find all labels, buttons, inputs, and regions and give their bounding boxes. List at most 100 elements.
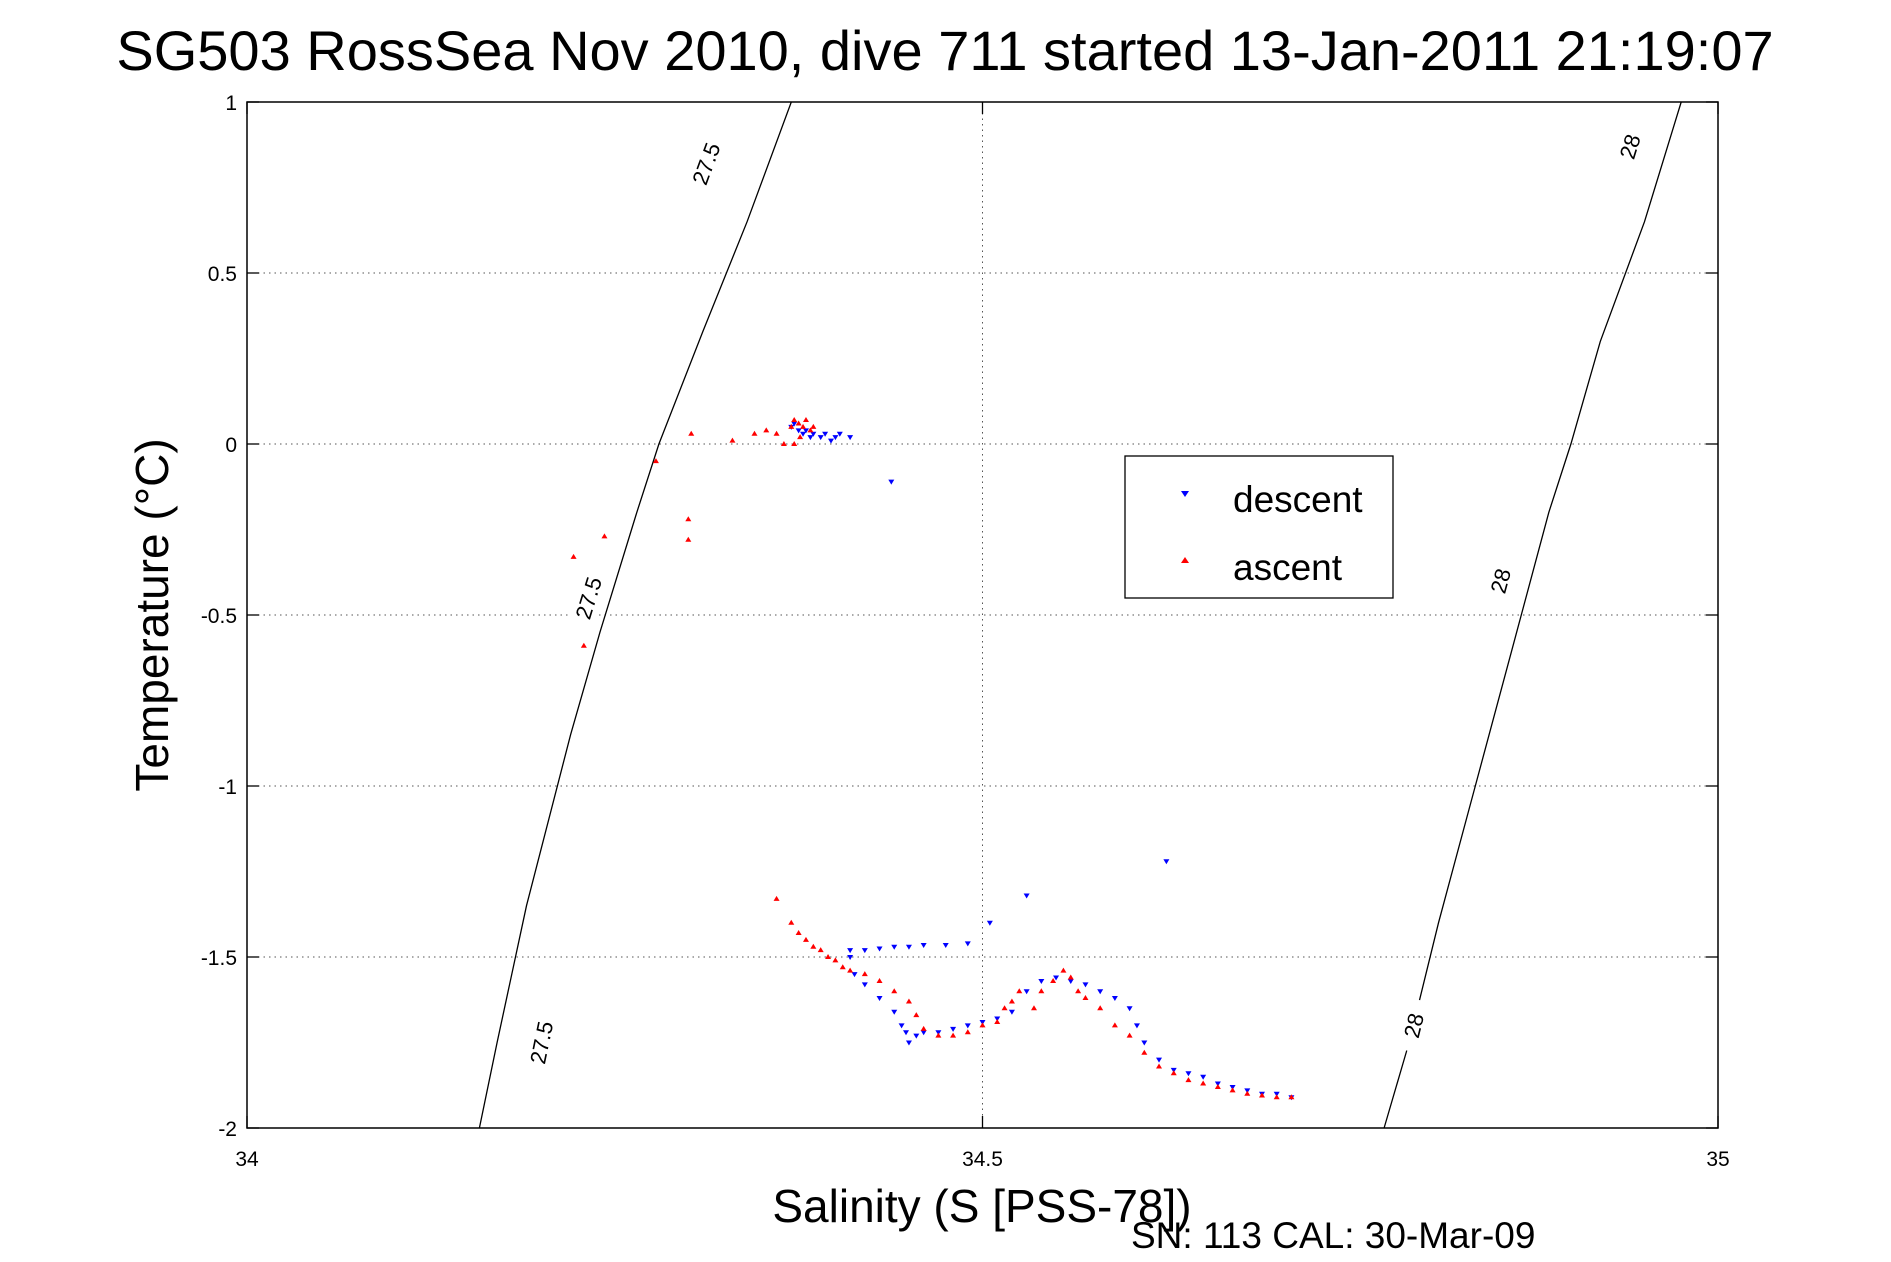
y-tick-label: 1 (225, 92, 237, 115)
descent-point (802, 428, 809, 434)
isopycnal-label-bg (1480, 552, 1521, 610)
descent-point (822, 431, 829, 437)
descent-point (800, 431, 807, 437)
legend-ascent-label: ascent (1233, 547, 1343, 588)
isopycnal-label: 27.5 (571, 574, 607, 622)
descent-point (1053, 975, 1060, 981)
descent-point (964, 941, 971, 947)
ascent-point (780, 441, 787, 446)
ascent-point (935, 1032, 942, 1038)
x-tick-label: 34.5 (962, 1148, 1003, 1171)
ascent-point (994, 1018, 1001, 1024)
descent-point (964, 1023, 971, 1029)
serial-calibration-info: SN: 113 CAL: 30-Mar-09 (1131, 1215, 1535, 1256)
ascent-point (1067, 974, 1074, 980)
ascent-point (685, 536, 692, 542)
ascent-point (1060, 967, 1067, 973)
ascent-point (1097, 1005, 1104, 1011)
ascent-point (791, 417, 798, 423)
ascent-point (788, 919, 795, 925)
ascent-point (1038, 988, 1045, 994)
ascent-point (810, 423, 817, 429)
isopycnal-label-bg (1608, 117, 1651, 176)
y-tick-label: 0 (225, 434, 237, 457)
chart-title: SG503 RossSea Nov 2010, dive 711 started… (116, 19, 1773, 82)
ascent-point (817, 947, 824, 953)
descent-point (905, 1040, 912, 1046)
ascent-point (891, 988, 898, 994)
descent-point (1126, 1006, 1133, 1012)
x-axis-label: Salinity (S [PSS-78]) (772, 1180, 1191, 1232)
y-tick-label: 0.5 (208, 263, 237, 286)
y-axis-label: Temperature (°C) (126, 438, 178, 791)
ascent-point (685, 516, 692, 522)
ascent-point (1001, 1005, 1008, 1011)
ascent-point (570, 553, 577, 559)
ascent-point (797, 434, 804, 440)
legend: descent ascent (1124, 455, 1394, 599)
ascent-point (861, 971, 868, 977)
descent-point (1200, 1074, 1207, 1080)
ascent-point (1111, 1022, 1118, 1028)
descent-point (913, 1033, 920, 1039)
descent-point (986, 920, 993, 926)
descent-point (898, 1023, 905, 1029)
ascent-point (1244, 1090, 1251, 1096)
descent-point (827, 438, 834, 444)
ascent-point (905, 998, 912, 1004)
y-tick-label: -2 (218, 1118, 237, 1141)
ascent-point (847, 967, 854, 973)
ascent-point (773, 430, 780, 436)
descent-point (1023, 989, 1030, 995)
ascent-point (1229, 1087, 1236, 1093)
descent-point (1163, 859, 1170, 865)
descent-point (1185, 1071, 1192, 1077)
descent-point (888, 479, 895, 485)
ascent-point (1075, 988, 1082, 994)
ascent-point (1016, 988, 1023, 994)
y-tick-label: -1.5 (201, 947, 237, 970)
ascent-point (1030, 1005, 1037, 1011)
descent-point (861, 948, 868, 954)
descent-point (795, 428, 802, 434)
ascent-point (688, 430, 695, 436)
ascent-point (1200, 1080, 1207, 1086)
descent-point (807, 435, 814, 441)
descent-point (1141, 1040, 1148, 1046)
ascent-point (1126, 1032, 1133, 1038)
x-tick-label: 35 (1706, 1148, 1729, 1171)
descent-point (1067, 978, 1074, 984)
ascent-point (913, 1012, 920, 1018)
ascent-point (1170, 1070, 1177, 1076)
ascent-point (1258, 1092, 1265, 1098)
ascent-point (832, 957, 839, 963)
isopycnal-label: 27.5 (525, 1019, 558, 1066)
ascent-point (807, 427, 814, 433)
descent-point (861, 982, 868, 988)
isopycnal-label-bg (567, 568, 610, 627)
ascent-point (763, 427, 770, 433)
ascent-point (1288, 1094, 1295, 1100)
ascent-point (810, 943, 817, 949)
descent-point (832, 435, 839, 441)
descent-point (1008, 1009, 1015, 1015)
ascent-point (1082, 995, 1089, 1001)
legend-ascent-marker (1181, 557, 1189, 563)
descent-point (876, 996, 883, 1002)
isopycnal-line-28 (1383, 101, 1682, 1129)
ascent-point (791, 441, 798, 446)
ascent-point (979, 1022, 986, 1028)
descent-point (1023, 893, 1030, 899)
descent-point (876, 946, 883, 952)
descent-point (1133, 1023, 1140, 1029)
descent-point (920, 1030, 927, 1036)
descent-point (1097, 989, 1104, 995)
ascent-point (920, 1025, 927, 1031)
descent-point (851, 972, 858, 978)
ascent-point (1050, 977, 1057, 983)
descent-point (817, 435, 824, 441)
ascent-point (1273, 1094, 1280, 1100)
ascent-point (876, 977, 883, 983)
descent-point (905, 944, 912, 950)
